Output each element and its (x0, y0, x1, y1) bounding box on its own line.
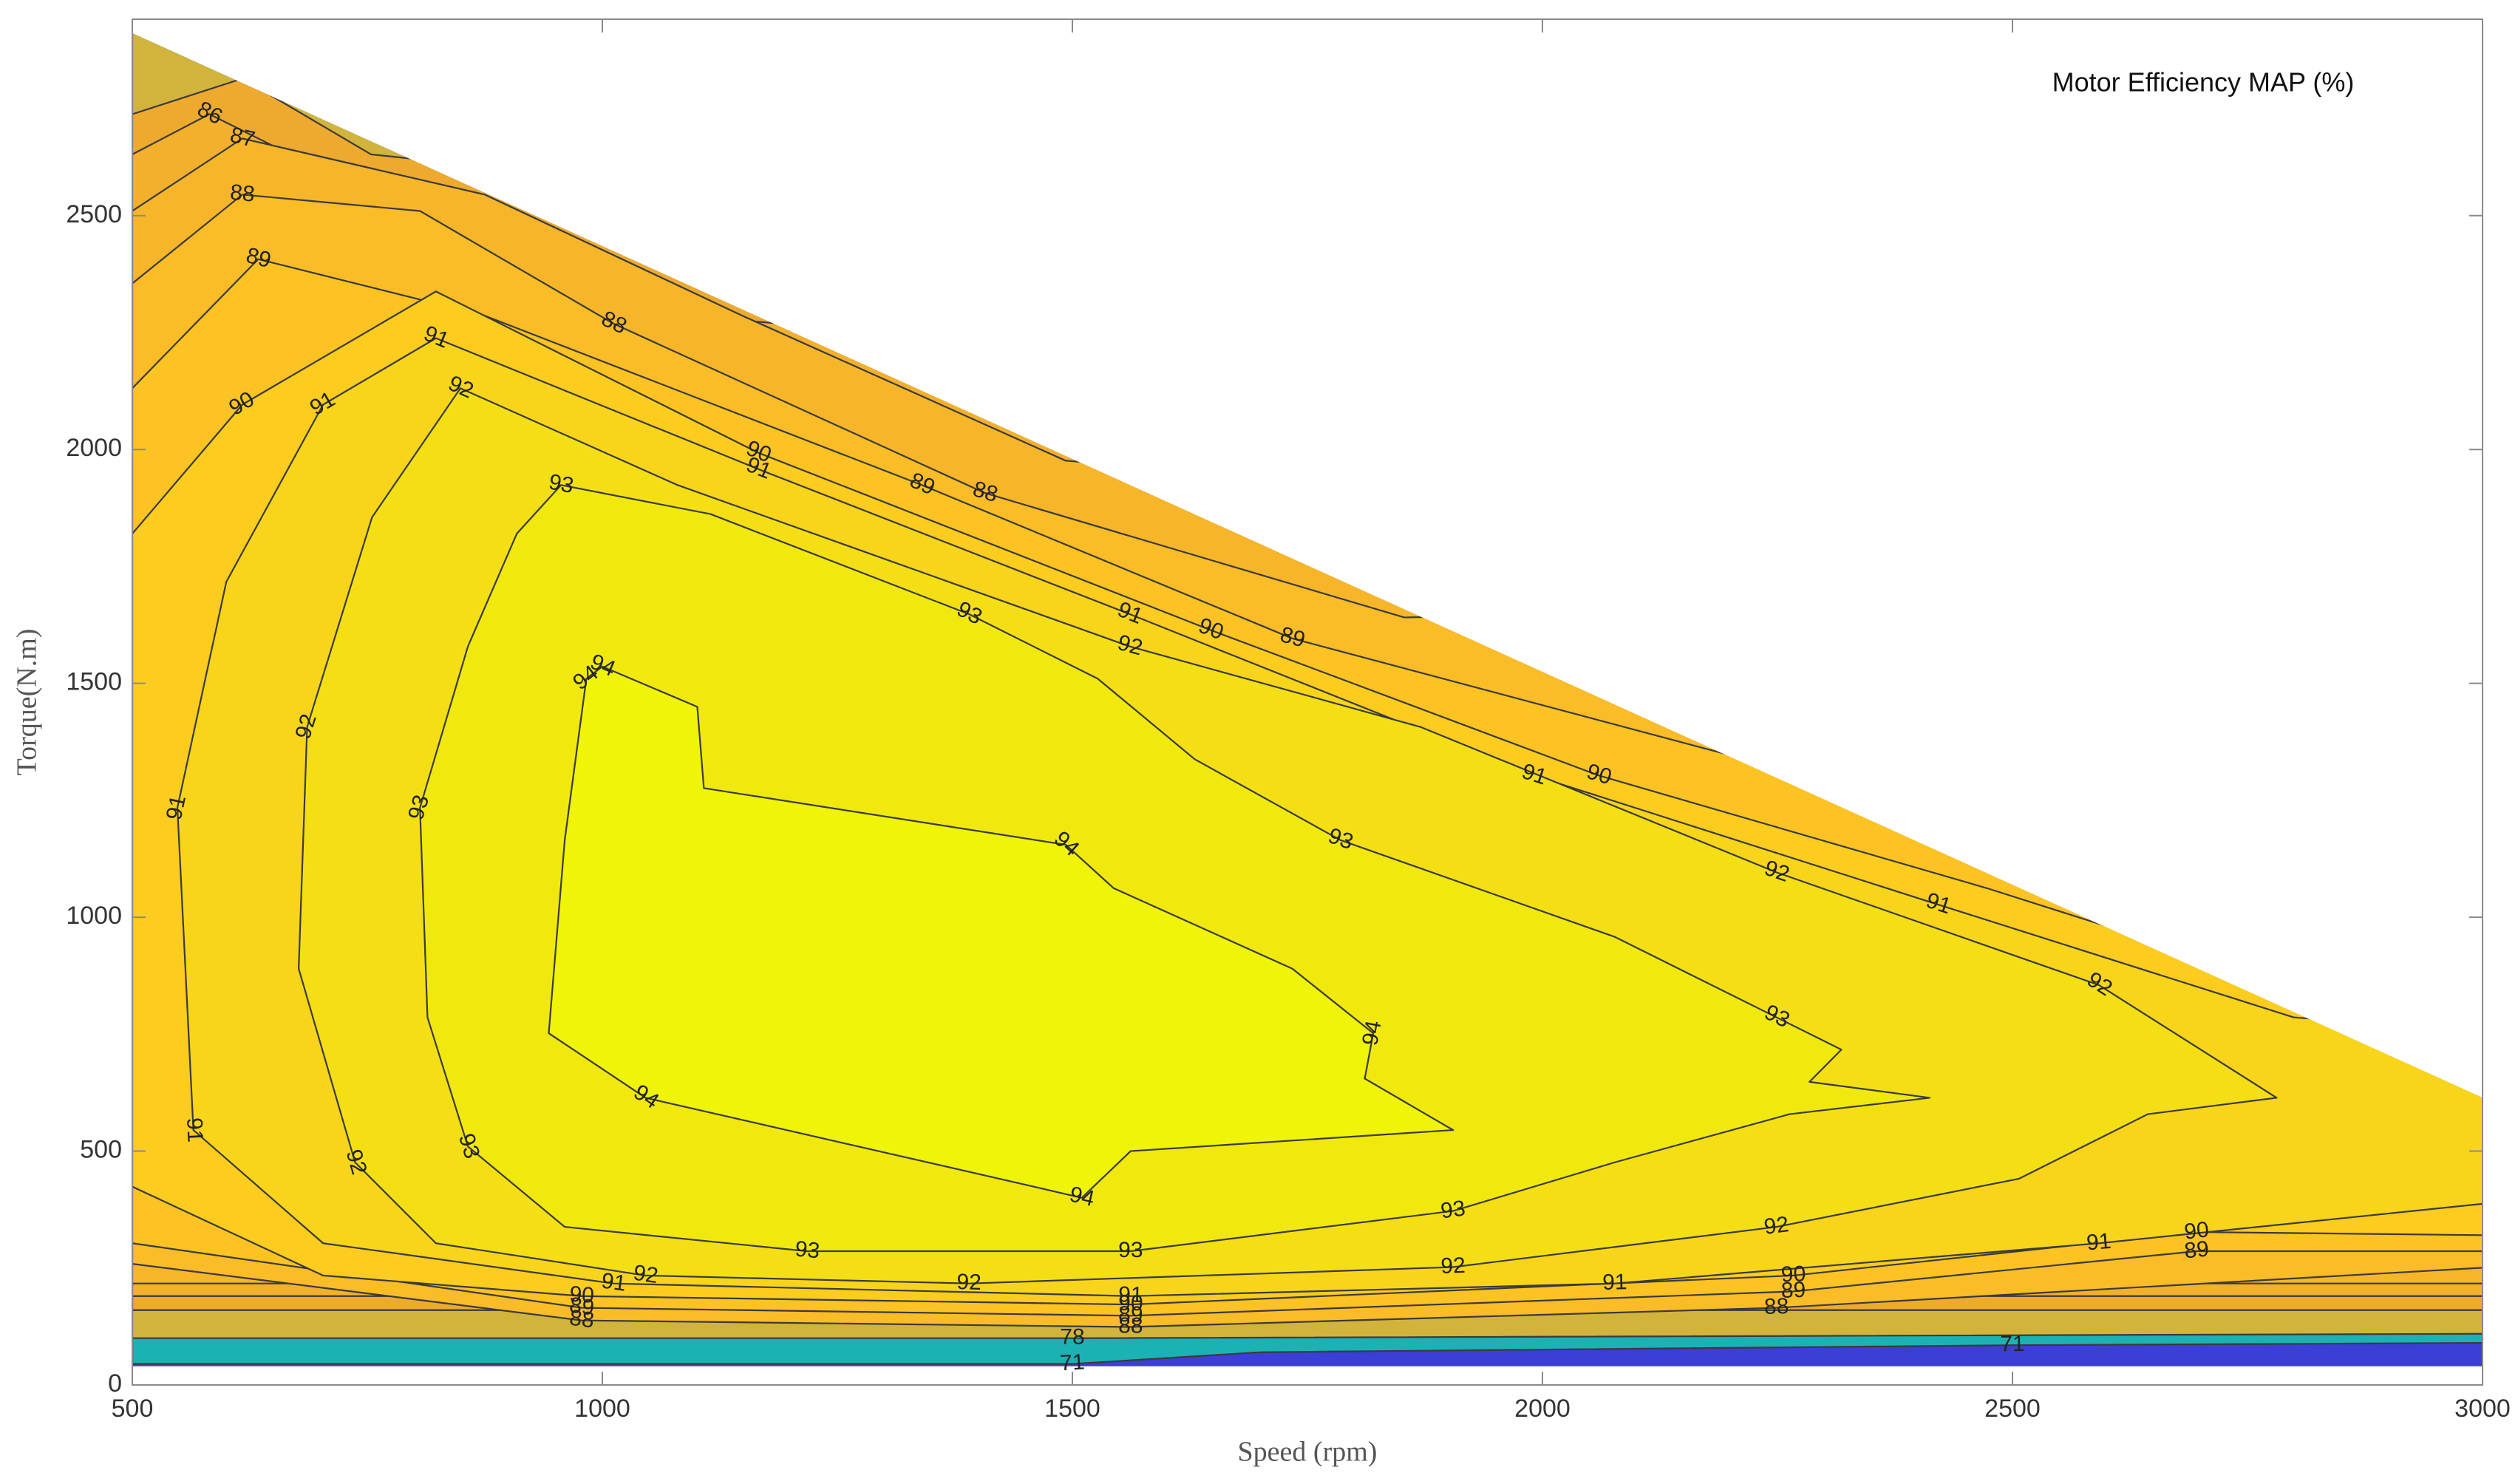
contour-label: 92 (632, 1261, 660, 1289)
contour-label: 94 (1067, 1182, 1097, 1211)
contour-label: 93 (1439, 1197, 1466, 1224)
x-tick-label: 500 (112, 1395, 154, 1423)
contour-label: 91 (182, 1117, 208, 1143)
contour-label: 88 (229, 180, 256, 207)
contour-label: 89 (1118, 1302, 1143, 1327)
contour-label: 89 (568, 1293, 596, 1320)
contour-label: 92 (1763, 1212, 1790, 1239)
x-tick-label: 1500 (1044, 1395, 1100, 1423)
contour-label: 91 (1602, 1270, 1627, 1295)
contour-label: 88 (1764, 1294, 1789, 1319)
contour (548, 665, 1454, 1199)
plot-frame (132, 18, 2483, 1386)
contour-label: 91 (162, 793, 191, 823)
y-tick-label: 500 (80, 1136, 122, 1164)
y-axis-label: Torque(N.m) (12, 629, 43, 776)
x-tick-label: 3000 (2454, 1395, 2511, 1423)
contour-label: 90 (1118, 1291, 1143, 1316)
contour-label: 91 (2086, 1229, 2112, 1256)
contour-label: 91 (1118, 1282, 1143, 1307)
y-tick-label: 1000 (66, 902, 122, 930)
contour-label: 71 (1059, 1349, 1085, 1375)
contour-label: 91 (600, 1268, 628, 1296)
x-tick-label: 2500 (1984, 1395, 2041, 1423)
x-tick-label: 2000 (1514, 1395, 1571, 1423)
y-tick-label: 0 (108, 1369, 122, 1398)
contour-label: 88 (568, 1306, 596, 1333)
y-tick-label: 2500 (66, 200, 122, 228)
contour-label: 92 (1440, 1253, 1466, 1279)
contour-label: 71 (2000, 1332, 2025, 1356)
contour-label: 89 (244, 243, 273, 273)
contour-label: 90 (568, 1282, 595, 1308)
contour-label: 93 (547, 469, 576, 498)
contour-label: 90 (2183, 1217, 2211, 1244)
contour-label: 78 (1060, 1325, 1084, 1349)
contour-label: 93 (794, 1236, 821, 1263)
contour-label: 89 (2183, 1236, 2210, 1263)
y-tick-label: 2000 (66, 434, 122, 462)
contour-label: 94 (1358, 1018, 1386, 1047)
x-tick-label: 1000 (574, 1395, 630, 1423)
contour-label: 92 (956, 1270, 981, 1295)
x-axis-label: Speed (rpm) (1238, 1437, 1378, 1468)
chart-title: Motor Efficiency MAP (%) (2052, 67, 2355, 98)
contour-label: 88 (1118, 1313, 1143, 1338)
contour-label: 90 (1780, 1262, 1806, 1287)
y-tick-label: 1500 (66, 668, 122, 696)
contour-label: 93 (1118, 1238, 1143, 1262)
contour-label: 89 (1780, 1278, 1806, 1303)
axes: 500 1000 1500 2000 2500 300005001000150020002… (66, 18, 2511, 1423)
contour-label: 87 (228, 123, 257, 152)
